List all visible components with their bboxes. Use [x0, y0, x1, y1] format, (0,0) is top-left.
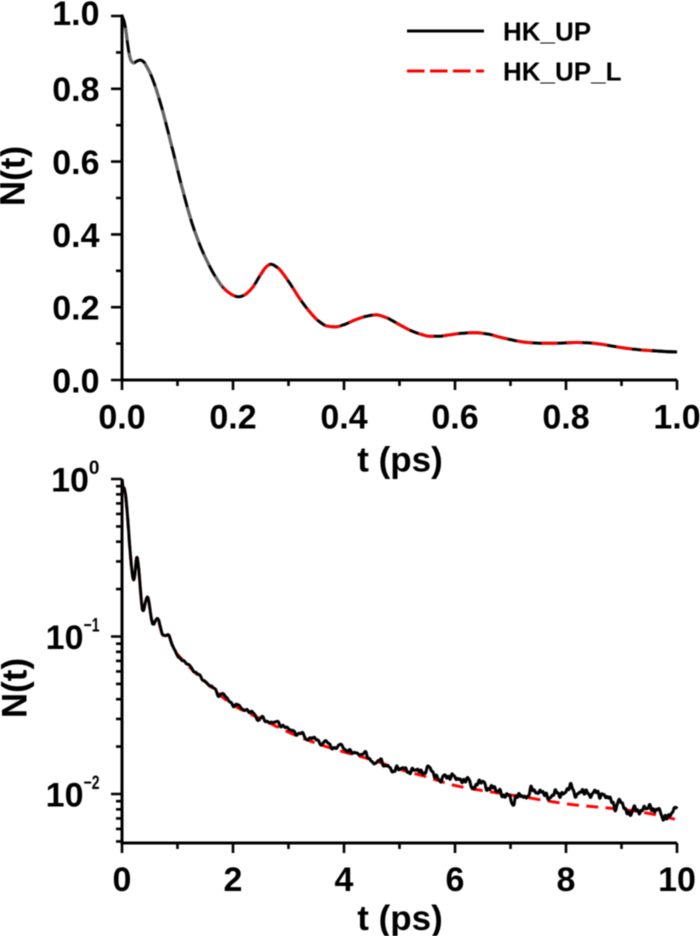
svg-text:t (ps): t (ps) [357, 899, 443, 936]
svg-text:10: 10 [658, 861, 696, 899]
svg-text:0.6: 0.6 [52, 144, 99, 182]
svg-text:0.8: 0.8 [542, 398, 589, 436]
svg-text:4: 4 [335, 861, 354, 899]
svg-text:6: 6 [446, 861, 465, 899]
svg-text:N(t): N(t) [0, 658, 35, 718]
svg-text:0.4: 0.4 [320, 398, 367, 436]
svg-text:1.0: 1.0 [653, 398, 700, 436]
svg-text:0.4: 0.4 [52, 217, 99, 255]
svg-text:0.2: 0.2 [209, 398, 256, 436]
svg-text:8: 8 [557, 861, 576, 899]
svg-text:0.2: 0.2 [52, 290, 99, 328]
svg-text:0.0: 0.0 [98, 398, 145, 436]
svg-text:0.6: 0.6 [431, 398, 478, 436]
svg-text:HK_UP_L: HK_UP_L [503, 57, 622, 87]
svg-text:HK_UP: HK_UP [503, 17, 591, 47]
svg-text:2: 2 [224, 861, 243, 899]
svg-text:N(t): N(t) [0, 146, 33, 206]
svg-text:0.0: 0.0 [52, 362, 99, 400]
svg-text:1.0: 1.0 [52, 0, 99, 33]
svg-text:0.8: 0.8 [52, 71, 99, 109]
svg-text:t (ps): t (ps) [357, 441, 443, 480]
svg-text:100: 100 [51, 458, 99, 500]
svg-text:0: 0 [113, 861, 132, 899]
